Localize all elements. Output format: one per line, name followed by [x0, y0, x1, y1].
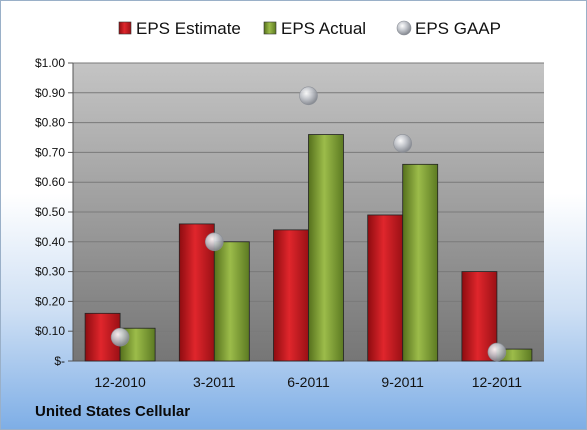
eps-gaap-marker [110, 327, 130, 347]
y-tick-label: $- [54, 354, 65, 368]
x-tick-label: 12-2010 [94, 374, 146, 390]
legend-eps-gaap-swatch [396, 20, 412, 36]
y-tick-label: $0.50 [35, 205, 65, 219]
legend-eps-actual-label: EPS Actual [281, 19, 366, 38]
eps-gaap-marker [393, 134, 413, 153]
gaap-markers [110, 86, 507, 362]
y-tick-label: $0.60 [35, 175, 65, 189]
y-tick-label: $1.00 [35, 56, 65, 70]
y-tick-label: $0.90 [35, 86, 65, 100]
x-tick-label: 6-2011 [287, 374, 330, 390]
legend: EPS Estimate EPS Actual EPS GAAP [118, 19, 501, 38]
x-axis-ticks: 12-2010 3-2011 6-2011 9-2011 12-2011 [94, 374, 522, 390]
y-axis-ticks: $- $0.10 $0.20 $0.30 $0.40 $0.50 $0.60 $0.70 $0.… [35, 56, 74, 368]
eps-gaap-marker [205, 232, 224, 252]
x-tick-label: 3-2011 [193, 374, 236, 390]
y-tick-label: $0.10 [35, 324, 65, 338]
eps-estimate-bar [367, 214, 404, 362]
x-tick-label: 9-2011 [381, 374, 424, 390]
eps-actual-bar [308, 134, 344, 362]
company-name: United States Cellular [35, 403, 191, 420]
y-tick-label: $0.20 [35, 294, 65, 308]
y-tick-label: $0.70 [35, 145, 65, 159]
legend-eps-estimate-label: EPS Estimate [136, 19, 241, 38]
eps-gaap-marker [487, 342, 507, 362]
eps-actual-bar [402, 163, 439, 362]
y-tick-label: $0.80 [35, 116, 65, 130]
eps-estimate-bar [273, 229, 309, 362]
legend-eps-actual-swatch [263, 21, 277, 35]
eps-actual-bar [213, 241, 250, 362]
legend-eps-gaap-label: EPS GAAP [415, 19, 501, 38]
y-tick-label: $0.30 [35, 265, 65, 279]
eps-gaap-marker [299, 86, 318, 106]
legend-eps-estimate-swatch [118, 21, 132, 35]
x-tick-label: 12-2011 [472, 374, 523, 390]
y-tick-label: $0.40 [35, 235, 65, 249]
bars [84, 134, 533, 362]
